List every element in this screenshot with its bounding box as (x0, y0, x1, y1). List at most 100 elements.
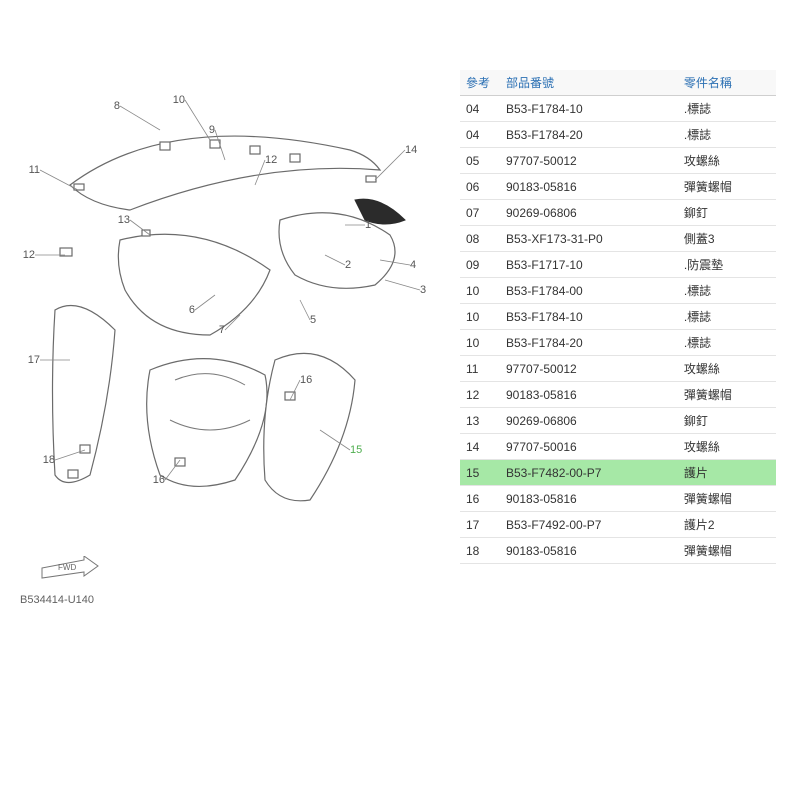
cell-name: 彈簧螺帽 (678, 486, 776, 512)
cell-partno: B53-F1784-00 (500, 278, 678, 304)
table-row[interactable]: 0790269-06806鉚釘 (460, 200, 776, 226)
cell-partno: B53-F7492-00-P7 (500, 512, 678, 538)
table-row[interactable]: 1197707-50012攻螺絲 (460, 356, 776, 382)
callout-ref: 12 (23, 249, 35, 261)
cell-name: .標誌 (678, 278, 776, 304)
leader-line (300, 300, 310, 320)
table-row[interactable]: 0597707-50012攻螺絲 (460, 148, 776, 174)
table-row[interactable]: 10B53-F1784-20.標誌 (460, 330, 776, 356)
callout-ref: 13 (118, 214, 130, 226)
leader-line (185, 100, 210, 140)
col-ref[interactable]: 參考 (460, 70, 500, 96)
cell-ref: 16 (460, 486, 500, 512)
cell-name: .防震墊 (678, 252, 776, 278)
cell-name: 鉚釘 (678, 200, 776, 226)
cell-name: 彈簧螺帽 (678, 174, 776, 200)
cell-ref: 05 (460, 148, 500, 174)
cell-partno: 97707-50012 (500, 356, 678, 382)
table-row[interactable]: 15B53-F7482-00-P7護片 (460, 460, 776, 486)
cell-ref: 17 (460, 512, 500, 538)
cell-name: 攻螺絲 (678, 356, 776, 382)
callout-ref: 1 (365, 219, 371, 231)
cell-ref: 08 (460, 226, 500, 252)
leader-line (120, 106, 160, 130)
leader-line (130, 220, 150, 235)
table-header-row: 參考 部品番號 零件名稱 (460, 70, 776, 96)
callout-ref: 9 (209, 124, 215, 136)
callout-ref: 3 (420, 284, 426, 296)
cell-partno: 90183-05816 (500, 486, 678, 512)
cell-partno: 90183-05816 (500, 538, 678, 564)
table-row[interactable]: 1290183-05816彈簧螺帽 (460, 382, 776, 408)
callout-ref: 15 (350, 444, 362, 456)
cell-ref: 04 (460, 122, 500, 148)
callout-ref: 8 (114, 100, 120, 112)
table-row[interactable]: 04B53-F1784-10.標誌 (460, 96, 776, 122)
cell-name: 護片 (678, 460, 776, 486)
callout-ref: 5 (310, 314, 316, 326)
parts-table: 參考 部品番號 零件名稱 04B53-F1784-10.標誌04B53-F178… (460, 70, 776, 564)
callout-ref: 16 (300, 374, 312, 386)
cell-ref: 13 (460, 408, 500, 434)
cell-ref: 12 (460, 382, 500, 408)
cell-partno: 90269-06806 (500, 408, 678, 434)
table-row[interactable]: 04B53-F1784-20.標誌 (460, 122, 776, 148)
cell-ref: 07 (460, 200, 500, 226)
callout-ref: 10 (173, 94, 185, 106)
cell-ref: 10 (460, 330, 500, 356)
cell-name: .標誌 (678, 96, 776, 122)
cell-partno: B53-F1784-10 (500, 304, 678, 330)
cell-name: .標誌 (678, 122, 776, 148)
cell-partno: B53-XF173-31-P0 (500, 226, 678, 252)
cell-ref: 15 (460, 460, 500, 486)
parts-table-panel: 參考 部品番號 零件名稱 04B53-F1784-10.標誌04B53-F178… (460, 0, 786, 786)
cell-partno: 97707-50012 (500, 148, 678, 174)
cell-ref: 14 (460, 434, 500, 460)
cell-ref: 10 (460, 278, 500, 304)
callout-ref: 16 (153, 474, 165, 486)
leader-line (375, 150, 405, 180)
cell-ref: 11 (460, 356, 500, 382)
leader-line (40, 170, 78, 190)
col-name[interactable]: 零件名稱 (678, 70, 776, 96)
cell-name: 鉚釘 (678, 408, 776, 434)
table-row[interactable]: 08B53-XF173-31-P0側蓋3 (460, 226, 776, 252)
callout-ref: 12 (265, 154, 277, 166)
cell-partno: B53-F1784-20 (500, 330, 678, 356)
table-row[interactable]: 09B53-F1717-10.防震墊 (460, 252, 776, 278)
callout-ref: 11 (29, 164, 40, 176)
col-partno[interactable]: 部品番號 (500, 70, 678, 96)
diagram-svg: 8101191214131267254311718161615 (10, 80, 450, 600)
callout-ref: 2 (345, 259, 351, 271)
exploded-diagram: 8101191214131267254311718161615 FWD B534… (0, 0, 460, 786)
callout-ref: 4 (410, 259, 416, 271)
cell-ref: 18 (460, 538, 500, 564)
cell-partno: 90183-05816 (500, 174, 678, 200)
table-row[interactable]: 10B53-F1784-10.標誌 (460, 304, 776, 330)
cell-name: 攻螺絲 (678, 434, 776, 460)
table-row[interactable]: 10B53-F1784-00.標誌 (460, 278, 776, 304)
cell-name: .標誌 (678, 330, 776, 356)
table-row[interactable]: 0690183-05816彈簧螺帽 (460, 174, 776, 200)
cell-ref: 09 (460, 252, 500, 278)
fwd-badge: FWD (40, 556, 100, 586)
callout-ref: 6 (189, 304, 195, 316)
cell-ref: 10 (460, 304, 500, 330)
cell-name: .標誌 (678, 304, 776, 330)
table-row[interactable]: 1497707-50016攻螺絲 (460, 434, 776, 460)
fwd-label: FWD (58, 563, 76, 572)
cell-partno: B53-F1717-10 (500, 252, 678, 278)
callout-ref: 7 (219, 324, 225, 336)
cell-ref: 04 (460, 96, 500, 122)
root: 8101191214131267254311718161615 FWD B534… (0, 0, 786, 786)
cell-partno: B53-F7482-00-P7 (500, 460, 678, 486)
table-row[interactable]: 17B53-F7492-00-P7護片2 (460, 512, 776, 538)
cell-partno: B53-F1784-20 (500, 122, 678, 148)
cell-name: 攻螺絲 (678, 148, 776, 174)
cell-name: 護片2 (678, 512, 776, 538)
cell-name: 側蓋3 (678, 226, 776, 252)
table-row[interactable]: 1890183-05816彈簧螺帽 (460, 538, 776, 564)
table-row[interactable]: 1390269-06806鉚釘 (460, 408, 776, 434)
table-row[interactable]: 1690183-05816彈簧螺帽 (460, 486, 776, 512)
callout-ref: 18 (43, 454, 55, 466)
